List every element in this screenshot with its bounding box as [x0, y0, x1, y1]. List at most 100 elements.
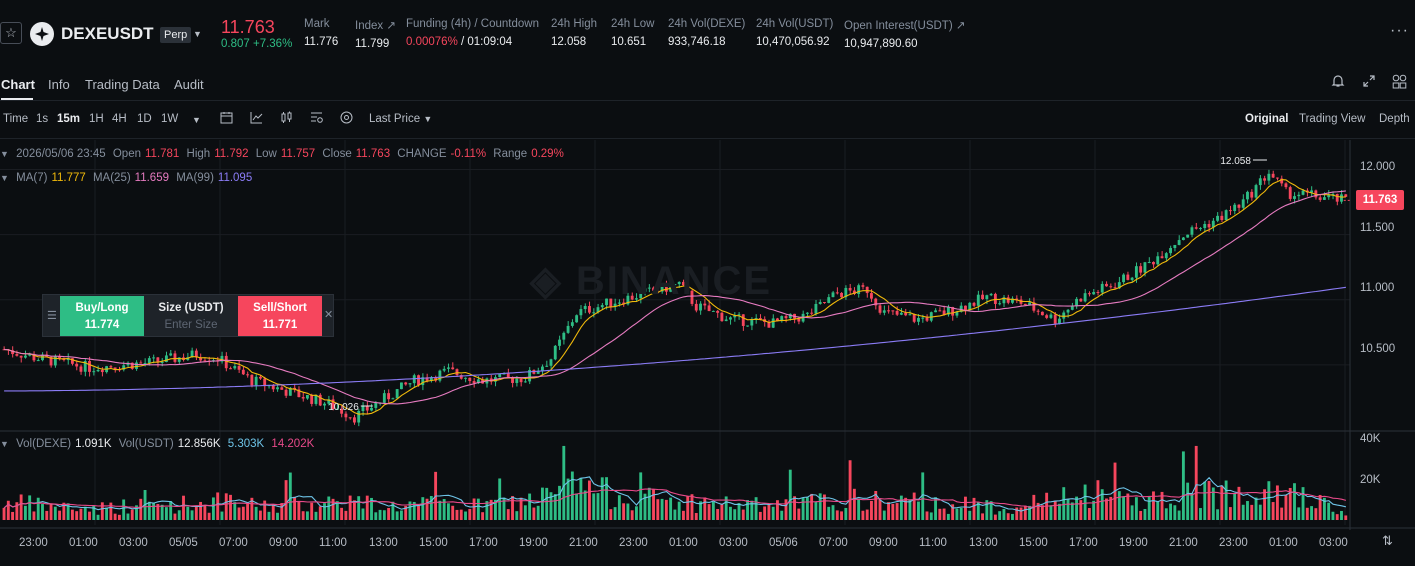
tab-info[interactable]: Info [48, 77, 70, 92]
indicator-icon[interactable] [250, 111, 263, 127]
candle-body [1254, 185, 1258, 198]
tab-trading-data[interactable]: Trading Data [85, 77, 160, 92]
volume-bar [733, 509, 737, 520]
volume-bar [643, 493, 647, 520]
candle-body [177, 357, 181, 362]
volume-bar [626, 503, 630, 520]
candle-body [1092, 292, 1096, 295]
volume-bar [600, 477, 604, 520]
x-tick: 17:00 [469, 537, 498, 549]
volume-bar [959, 507, 963, 520]
tab-chart[interactable]: Chart [1, 77, 35, 92]
candle-body [19, 355, 23, 358]
volume-bar [182, 495, 185, 520]
volume-bar [1271, 502, 1275, 520]
volume-bar [656, 499, 660, 520]
candle-body [395, 389, 399, 399]
buy-long-button[interactable]: Buy/Long 11.774 [60, 296, 144, 336]
symbol-name[interactable]: DEXEUSDT [61, 24, 154, 43]
volume-bar [2, 507, 6, 520]
candle-style-icon[interactable] [280, 111, 293, 127]
candle-body [720, 312, 724, 322]
candle-body [1126, 274, 1130, 280]
volume-bar [468, 509, 472, 520]
ma-legend: ▼ MA(7) 11.777 MA(25) 11.659 MA(99) 11.095 [0, 172, 253, 184]
candle-body [840, 292, 843, 298]
price-type-select[interactable]: Last Price ▼ [369, 113, 433, 125]
view-trading-view[interactable]: Trading View [1299, 113, 1366, 125]
volume-bar [186, 506, 190, 520]
volume-bar [1100, 489, 1104, 520]
favorite-star-icon[interactable]: ☆ [0, 22, 22, 44]
candle-body [660, 283, 664, 292]
price-chart[interactable]: 12.058 10.026 [0, 140, 1415, 566]
volume-bar [305, 511, 309, 520]
interval-1w[interactable]: 1W [161, 113, 179, 125]
interval-1h[interactable]: 1H [89, 113, 104, 125]
settings-list-icon[interactable] [310, 111, 323, 127]
layout-grid-icon[interactable] [1392, 74, 1407, 92]
candle-body [515, 378, 519, 383]
candle-body [297, 389, 301, 398]
tab-audit[interactable]: Audit [174, 77, 204, 92]
calendar-icon[interactable] [220, 111, 233, 127]
candle-body [1130, 277, 1134, 280]
volume-bar [848, 460, 852, 520]
candle-body [541, 366, 544, 371]
candle-body [263, 378, 267, 387]
drag-handle-icon[interactable]: ☰ [47, 310, 57, 322]
candle-body [1070, 306, 1074, 310]
candle-body [1083, 293, 1087, 302]
volume-bar [827, 506, 831, 520]
volume-bar [1058, 503, 1061, 520]
y-tick: 12.000 [1360, 161, 1396, 173]
x-tick: 17:00 [1069, 537, 1098, 549]
candle-body [143, 362, 147, 364]
stat-index[interactable]: Index ↗ 11.799 [355, 20, 396, 50]
candle-body [895, 310, 899, 315]
candle-body [1152, 262, 1155, 265]
sell-short-button[interactable]: Sell/Short 11.771 [238, 296, 322, 336]
volume-ma1-line [3, 476, 1347, 512]
expand-icon[interactable] [1362, 74, 1376, 91]
candle-body [258, 376, 262, 379]
size-input[interactable]: Size (USDT) Enter Size [158, 302, 224, 331]
interval-dropdown-icon[interactable]: ▼ [192, 115, 201, 125]
x-tick: 11:00 [919, 537, 947, 549]
interval-4h[interactable]: 4H [112, 113, 127, 125]
volume-bar [793, 496, 796, 520]
volume-bar [28, 495, 32, 520]
volume-bar [669, 497, 673, 520]
candle-body [647, 287, 651, 289]
view-depth[interactable]: Depth [1379, 113, 1410, 125]
x-tick: 07:00 [819, 537, 848, 549]
volume-bar [1023, 505, 1027, 520]
volume-bar [493, 499, 497, 520]
bell-icon[interactable] [1331, 74, 1345, 91]
volume-bar [220, 511, 224, 520]
volume-bar [617, 495, 621, 520]
interval-time[interactable]: Time [3, 113, 29, 125]
candle-body [1066, 309, 1070, 313]
candle-body [66, 358, 70, 361]
volume-bar [664, 499, 668, 520]
interval-15m[interactable]: 15m [57, 113, 81, 125]
more-icon[interactable]: ··· [1390, 22, 1409, 39]
volume-bar [211, 497, 215, 520]
candle-body [831, 292, 835, 298]
candle-body [1331, 193, 1335, 196]
vol-tick: 20K [1360, 474, 1381, 486]
scale-reset-icon[interactable]: ⇅ [1382, 533, 1393, 548]
symbol-dropdown-icon[interactable]: ▼ [193, 29, 202, 39]
volume-bar [203, 505, 207, 520]
close-icon[interactable]: ✕ [324, 309, 334, 321]
candle-body [88, 360, 91, 372]
volume-bar [797, 508, 801, 520]
gear-icon[interactable] [340, 111, 353, 127]
interval-1d[interactable]: 1D [137, 113, 152, 125]
candle-body [455, 369, 459, 376]
candle-body [23, 355, 27, 358]
view-original[interactable]: Original [1245, 113, 1289, 125]
interval-1s[interactable]: 1s [36, 113, 49, 125]
stat-open-interest[interactable]: Open Interest(USDT) ↗ 10,947,890.60 [844, 20, 966, 50]
